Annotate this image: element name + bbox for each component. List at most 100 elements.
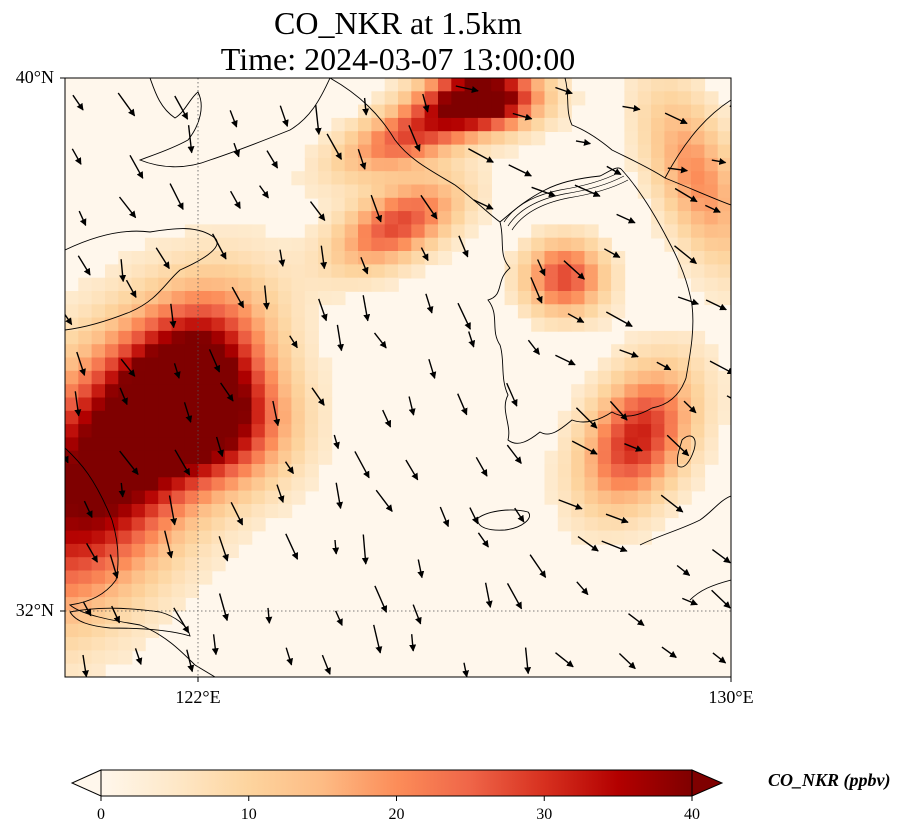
wind-arrow (628, 613, 645, 627)
co-cell (571, 277, 586, 292)
co-cell (544, 477, 559, 492)
co-cell (531, 104, 546, 119)
co-cell (171, 237, 186, 252)
wind-arrow (336, 324, 344, 352)
co-cell (371, 131, 386, 146)
co-cell (344, 224, 359, 239)
co-cell (105, 650, 120, 665)
co-cell (291, 397, 306, 412)
wind-arrow (674, 245, 697, 265)
co-cell (571, 384, 586, 399)
co-cell (651, 410, 666, 425)
co-cell (651, 490, 666, 505)
wind-arrow (425, 293, 434, 314)
co-cell (624, 357, 639, 372)
co-cell (704, 410, 719, 425)
co-cell (105, 464, 120, 479)
co-cell (331, 237, 346, 252)
co-cell (584, 464, 599, 479)
co-cell (651, 504, 666, 519)
co-cell (105, 437, 120, 452)
wind-arrow (231, 286, 245, 309)
wind-arrow (362, 295, 371, 322)
co-cell (664, 330, 679, 345)
co-cell (251, 317, 266, 332)
co-cell (198, 437, 213, 452)
wind-arrow (712, 652, 727, 664)
co-cell (637, 477, 652, 492)
co-cell (131, 277, 146, 292)
wind-arrow (531, 186, 556, 198)
co-cell (171, 291, 186, 306)
co-cell (571, 91, 586, 106)
co-cell (477, 91, 492, 106)
co-cell (611, 370, 626, 385)
co-cell (398, 104, 413, 119)
co-cell (597, 530, 612, 545)
co-cell (65, 570, 80, 585)
wind-arrow (601, 540, 628, 553)
co-cell (184, 450, 199, 465)
co-cell (611, 397, 626, 412)
co-cell (238, 317, 253, 332)
co-cell (517, 251, 532, 266)
co-cell (664, 384, 679, 399)
co-cell (91, 543, 106, 558)
co-cell (717, 237, 731, 252)
wind-arrow (709, 360, 731, 375)
co-cell (398, 197, 413, 212)
co-cell (358, 171, 373, 186)
co-cell (251, 370, 266, 385)
wind-arrow (408, 125, 421, 152)
wind-arrow (220, 382, 234, 402)
colorbar-extend-max (691, 769, 724, 797)
coastline-liaoning (138, 78, 331, 168)
co-cell (411, 131, 426, 146)
co-cell (491, 144, 506, 159)
co-cell (544, 251, 559, 266)
co-cell (278, 477, 293, 492)
co-cell (198, 237, 213, 252)
co-cell (384, 277, 399, 292)
co-cell (597, 237, 612, 252)
co-cell (211, 490, 226, 505)
co-cell (584, 397, 599, 412)
coastline-korea-bay (329, 78, 623, 223)
co-cell (291, 384, 306, 399)
co-cell (91, 490, 106, 505)
co-cell (358, 211, 373, 226)
co-cell (278, 370, 293, 385)
co-cell (291, 304, 306, 319)
co-cell (717, 117, 731, 132)
co-cell (651, 78, 666, 93)
co-cell (171, 504, 186, 519)
co-cell (91, 597, 106, 612)
co-cell (144, 424, 159, 439)
wind-arrow (555, 652, 574, 668)
co-cell (504, 264, 519, 279)
wind-arrow (536, 259, 546, 277)
co-cell (504, 291, 519, 306)
island-tsushima (677, 435, 696, 468)
co-cell (65, 623, 80, 638)
co-cell (198, 543, 213, 558)
co-cell (504, 144, 519, 159)
co-cell (198, 570, 213, 585)
co-cell (184, 237, 199, 252)
co-cell (611, 464, 626, 479)
co-cell (171, 344, 186, 359)
co-cell (304, 304, 319, 319)
co-cell (224, 450, 239, 465)
co-cell (171, 477, 186, 492)
co-cell (451, 144, 466, 159)
co-cell (144, 557, 159, 572)
co-cell (318, 144, 333, 159)
co-cell (78, 424, 93, 439)
wind-arrow (111, 605, 121, 624)
co-cell (304, 264, 319, 279)
co-cell (224, 490, 239, 505)
wind-arrow (83, 500, 93, 519)
co-cell (438, 211, 453, 226)
co-cell (304, 184, 319, 199)
wind-arrow (555, 86, 573, 95)
